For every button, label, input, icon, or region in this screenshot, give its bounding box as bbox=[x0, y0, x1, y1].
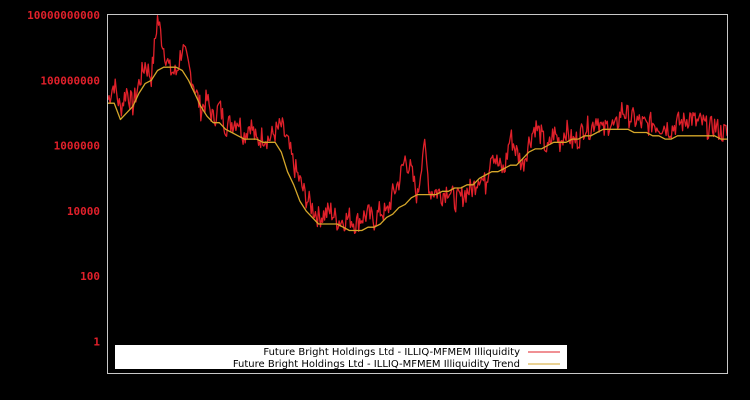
illiquidity-trend-line bbox=[108, 66, 727, 232]
legend-box bbox=[115, 345, 567, 369]
legend-label-trend: Future Bright Holdings Ltd - ILLIQ-MFMEM… bbox=[233, 359, 520, 370]
y-tick-label: 1 bbox=[93, 336, 100, 349]
y-axis-ticks: 10000000000 100000000 1000000 10000 100 1 bbox=[27, 9, 100, 349]
legend-label-illiquidity: Future Bright Holdings Ltd - ILLIQ-MFMEM… bbox=[263, 347, 520, 358]
y-tick-label: 10000 bbox=[67, 205, 100, 218]
y-tick-label: 100 bbox=[80, 270, 100, 283]
y-tick-label: 100000000 bbox=[40, 74, 100, 87]
legend: Future Bright Holdings Ltd - ILLIQ-MFMEM… bbox=[115, 345, 567, 370]
y-tick-label: 1000000 bbox=[54, 140, 100, 153]
plot-frame bbox=[107, 14, 728, 374]
plot-lines bbox=[107, 15, 728, 235]
y-tick-label: 10000000000 bbox=[27, 9, 100, 22]
